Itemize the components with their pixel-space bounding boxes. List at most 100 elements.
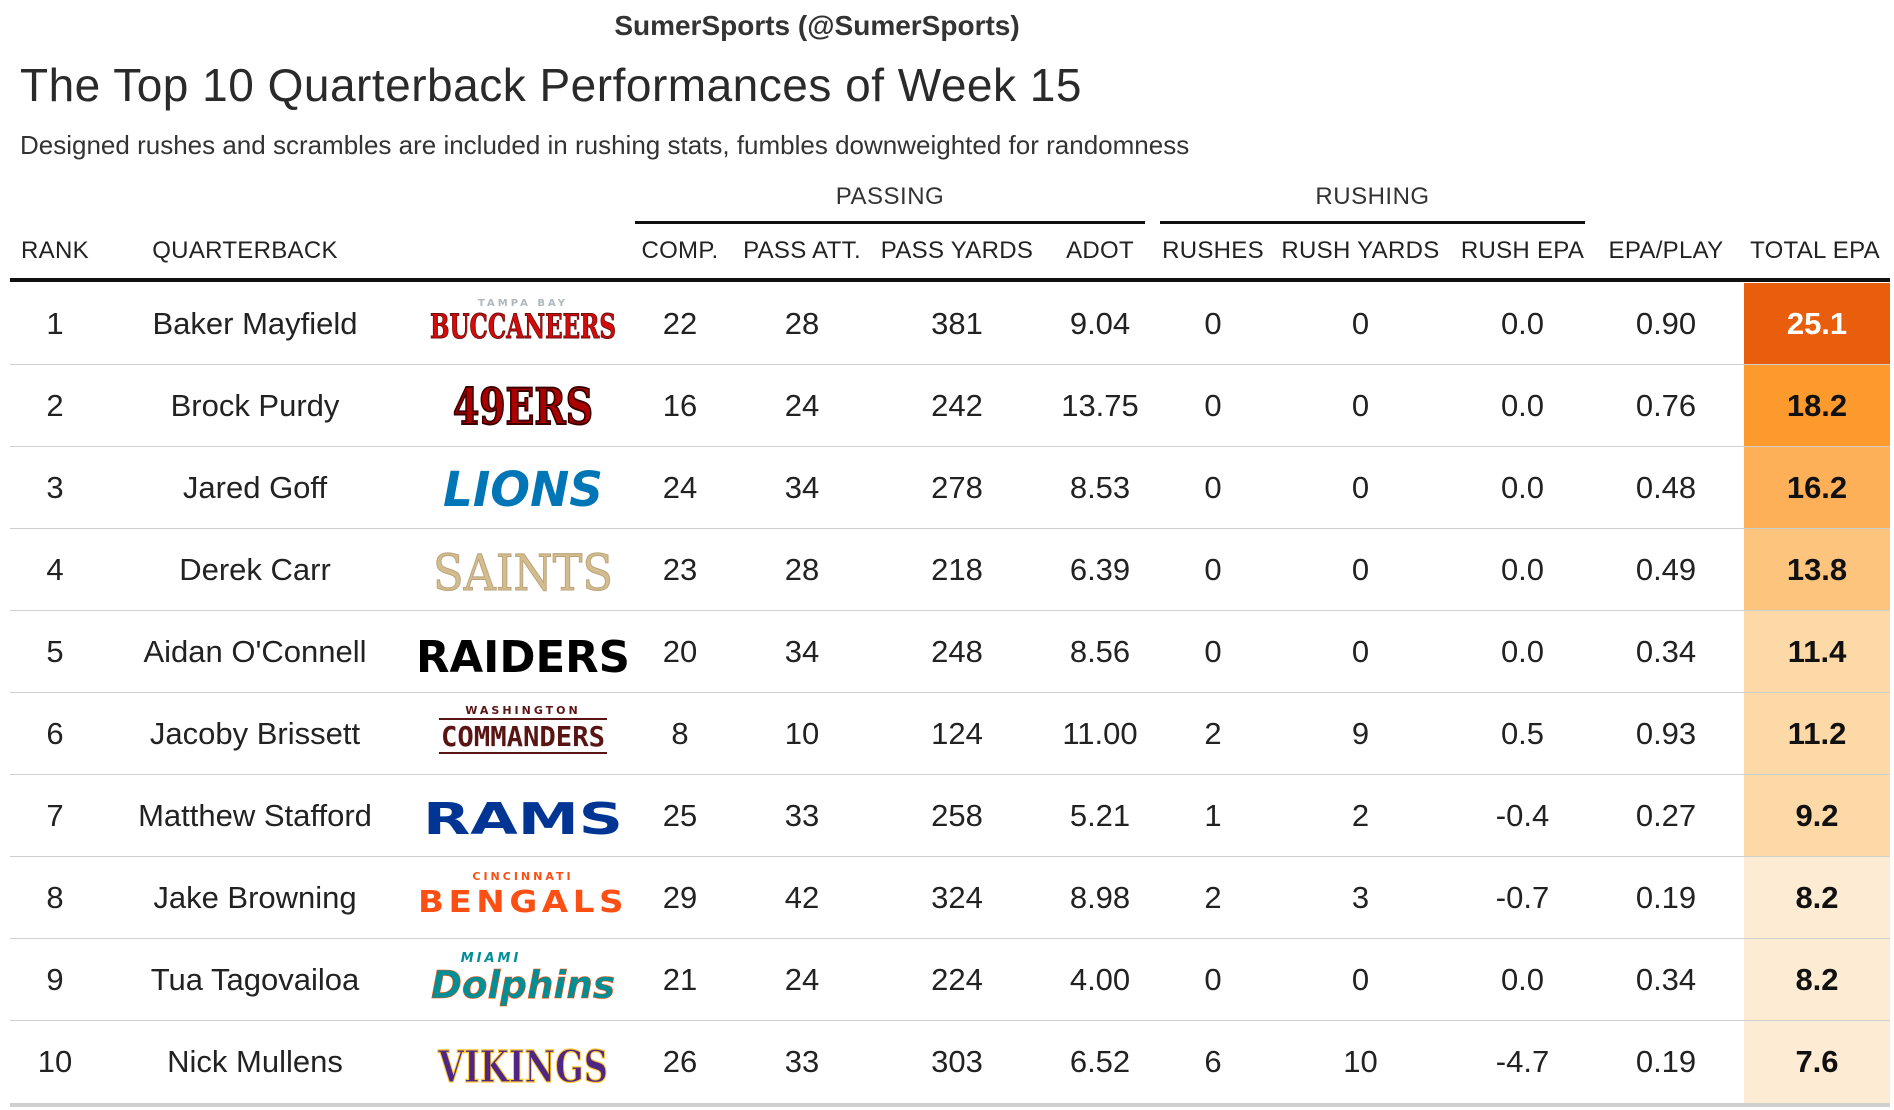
team-logo-graphic: 49ERS — [452, 376, 594, 437]
row-divider — [10, 1019, 1890, 1021]
rank-cell: 2 — [46, 388, 64, 423]
team-logo: SAINTS — [410, 529, 635, 611]
team-logo: MIAMI Dolphins — [410, 939, 635, 1021]
svg-text:MIAMI: MIAMI — [460, 951, 521, 966]
total-epa-cell: 7.6 — [1744, 1021, 1890, 1103]
rush-epa-cell: 0.5 — [1500, 716, 1545, 751]
rank-cell: 6 — [46, 716, 64, 751]
rush-epa-cell: -0.7 — [1495, 880, 1550, 915]
chart-subtitle: Designed rushes and scrambles are includ… — [20, 130, 1190, 160]
epa-play-cell: 0.27 — [1635, 798, 1697, 833]
quarterback-name: Matthew Stafford — [138, 798, 372, 833]
adot-cell: 8.53 — [1069, 470, 1131, 505]
pass-att-cell: 33 — [784, 1044, 820, 1079]
rush-epa-cell: -4.7 — [1495, 1044, 1550, 1079]
svg-text:BENGALS: BENGALS — [418, 885, 628, 920]
total-epa-cell: 11.4 — [1744, 611, 1890, 693]
rank-cell: 3 — [46, 470, 64, 505]
rushes-cell: 0 — [1204, 470, 1222, 505]
comp-cell: 26 — [662, 1044, 698, 1079]
team-logo: WASHINGTON COMMANDERS — [410, 693, 635, 775]
team-logo: VIKINGS — [410, 1021, 635, 1103]
rushes-cell: 2 — [1204, 716, 1222, 751]
rushes-cell: 1 — [1204, 798, 1222, 833]
team-logo-graphic: RAMS — [423, 794, 623, 845]
pass-att-cell: 33 — [784, 798, 820, 833]
team-logo-graphic: SAINTS — [432, 544, 613, 603]
pass-yards-cell: 258 — [931, 798, 983, 833]
table-row: 2 Brock Purdy 49ERS 16 24 242 13.75 0 0 0.0 0.76 18… — [10, 365, 1890, 447]
epa-play-cell: 0.93 — [1635, 716, 1697, 751]
col-header-rush-yards: RUSH YARDS — [1281, 237, 1440, 264]
col-header-adot: ADOT — [1066, 237, 1134, 264]
svg-text:SAINTS: SAINTS — [433, 544, 613, 602]
comp-cell: 24 — [662, 470, 698, 505]
rushes-cell: 0 — [1204, 962, 1222, 997]
pass-yards-cell: 248 — [931, 634, 983, 669]
quarterback-name: Jake Browning — [153, 880, 357, 915]
rushes-cell: 0 — [1204, 388, 1222, 423]
rush-epa-cell: 0.0 — [1500, 388, 1545, 423]
rushes-cell: 2 — [1204, 880, 1222, 915]
col-header-comp: COMP. — [641, 237, 719, 264]
rush-epa-cell: 0.0 — [1500, 470, 1545, 505]
pass-yards-cell: 381 — [931, 306, 983, 341]
epa-play-cell: 0.19 — [1635, 880, 1697, 915]
rush-yards-cell: 0 — [1351, 388, 1370, 423]
comp-cell: 16 — [662, 388, 698, 423]
rush-yards-cell: 0 — [1351, 962, 1370, 997]
team-logo: CINCINNATI BENGALS — [410, 857, 635, 939]
adot-cell: 8.98 — [1069, 880, 1131, 915]
quarterback-name: Baker Mayfield — [152, 306, 358, 341]
pass-att-cell: 24 — [784, 962, 820, 997]
rank-cell: 4 — [46, 552, 64, 587]
pass-yards-cell: 218 — [931, 552, 983, 587]
pass-yards-cell: 242 — [931, 388, 983, 423]
svg-text:RAMS: RAMS — [423, 794, 623, 845]
table-row: 8 Jake Browning CINCINNATI BENGALS 29 42 324 8.… — [10, 857, 1890, 939]
svg-text:WASHINGTON: WASHINGTON — [465, 704, 580, 717]
rushes-cell: 6 — [1204, 1044, 1222, 1079]
pass-att-cell: 42 — [784, 880, 820, 915]
col-header-quarterback: QUARTERBACK — [152, 237, 338, 264]
comp-cell: 29 — [662, 880, 698, 915]
team-logo-graphic: VIKINGS — [436, 1041, 608, 1093]
adot-cell: 6.52 — [1069, 1044, 1131, 1079]
row-divider — [10, 363, 1890, 365]
row-divider — [10, 773, 1890, 775]
row-divider — [10, 937, 1890, 939]
team-logo-graphic: LIONS — [443, 462, 603, 518]
col-header-rushes: RUSHES — [1162, 237, 1264, 264]
rush-epa-cell: 0.0 — [1500, 552, 1545, 587]
rushes-cell: 0 — [1204, 634, 1222, 669]
row-divider — [10, 609, 1890, 611]
total-epa-cell: 18.2 — [1744, 365, 1890, 447]
group-label-passing: PASSING — [835, 183, 945, 210]
row-divider — [10, 691, 1890, 693]
rush-yards-cell: 0 — [1351, 306, 1370, 341]
rank-cell: 5 — [46, 634, 64, 669]
rush-yards-cell: 0 — [1351, 470, 1370, 505]
adot-cell: 11.00 — [1062, 716, 1138, 751]
total-epa-cell: 8.2 — [1744, 939, 1890, 1021]
svg-text:RAIDERS: RAIDERS — [416, 632, 630, 683]
rush-yards-cell: 0 — [1351, 552, 1370, 587]
bottom-rule — [10, 1103, 1890, 1107]
epa-play-cell: 0.48 — [1635, 470, 1697, 505]
quarterback-name: Brock Purdy — [170, 388, 340, 423]
comp-cell: 22 — [662, 306, 698, 341]
table-row: 3 Jared Goff LIONS 24 34 278 8.53 0 0 0.0 0.48 16.2 — [10, 447, 1890, 529]
pass-att-cell: 34 — [784, 634, 820, 669]
total-epa-cell: 16.2 — [1744, 447, 1890, 529]
rush-epa-cell: 0.0 — [1500, 962, 1545, 997]
pass-att-cell: 28 — [784, 306, 820, 341]
pass-yards-cell: 224 — [931, 962, 983, 997]
rush-yards-cell: 9 — [1351, 716, 1370, 751]
pass-att-cell: 34 — [784, 470, 820, 505]
team-logo: RAIDERS — [410, 611, 635, 693]
svg-text:CINCINNATI: CINCINNATI — [472, 870, 573, 883]
total-epa-cell: 13.8 — [1744, 529, 1890, 611]
svg-text:49ERS: 49ERS — [453, 377, 593, 436]
